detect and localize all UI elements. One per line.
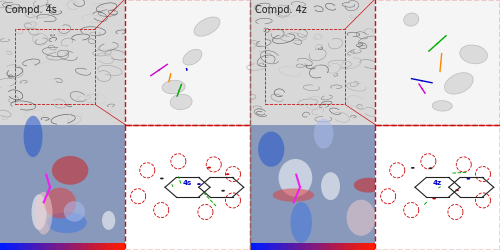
Bar xyxy=(56,243,62,250)
Bar xyxy=(325,243,331,250)
Ellipse shape xyxy=(272,189,314,202)
Ellipse shape xyxy=(35,192,52,235)
Circle shape xyxy=(455,190,459,192)
Bar xyxy=(250,125,375,250)
Bar xyxy=(100,243,106,250)
Ellipse shape xyxy=(47,212,87,233)
Text: 4z: 4z xyxy=(433,180,442,186)
Bar xyxy=(12,243,19,250)
Bar xyxy=(275,243,281,250)
Ellipse shape xyxy=(52,156,88,185)
Bar xyxy=(356,243,362,250)
Bar xyxy=(375,125,500,250)
Circle shape xyxy=(160,178,164,180)
Circle shape xyxy=(226,174,230,176)
Bar xyxy=(31,243,38,250)
Ellipse shape xyxy=(102,211,116,230)
Bar xyxy=(69,243,75,250)
Ellipse shape xyxy=(290,202,312,243)
Bar xyxy=(375,0,500,125)
Bar xyxy=(288,243,294,250)
Bar xyxy=(0,243,6,250)
Ellipse shape xyxy=(354,178,382,193)
Text: 4s: 4s xyxy=(183,180,192,186)
Ellipse shape xyxy=(404,14,419,27)
Ellipse shape xyxy=(194,18,220,37)
Ellipse shape xyxy=(64,201,85,222)
Ellipse shape xyxy=(183,50,202,66)
Bar xyxy=(106,243,112,250)
Ellipse shape xyxy=(432,101,452,112)
Ellipse shape xyxy=(170,95,192,110)
Bar xyxy=(331,243,338,250)
Text: Compd. 4z: Compd. 4z xyxy=(255,5,307,15)
Bar xyxy=(0,125,125,250)
Bar xyxy=(125,125,250,250)
Bar xyxy=(6,243,12,250)
Bar xyxy=(312,243,319,250)
Bar xyxy=(369,243,375,250)
Bar xyxy=(294,243,300,250)
Ellipse shape xyxy=(346,200,376,236)
Bar xyxy=(306,243,312,250)
Circle shape xyxy=(208,167,211,169)
Bar xyxy=(19,243,25,250)
Bar xyxy=(119,243,125,250)
Bar xyxy=(319,243,325,250)
Bar xyxy=(38,243,44,250)
Bar xyxy=(262,243,269,250)
Bar xyxy=(362,243,369,250)
Text: Compd. 4s: Compd. 4s xyxy=(5,5,57,15)
Bar xyxy=(75,243,81,250)
Ellipse shape xyxy=(24,116,42,158)
Bar xyxy=(350,243,356,250)
Bar xyxy=(250,0,375,125)
Bar xyxy=(112,243,119,250)
Bar xyxy=(125,0,250,125)
Circle shape xyxy=(197,184,201,185)
Bar xyxy=(269,243,275,250)
Bar xyxy=(62,243,69,250)
Bar xyxy=(250,243,256,250)
Ellipse shape xyxy=(444,73,473,95)
Ellipse shape xyxy=(258,132,284,167)
Circle shape xyxy=(432,198,436,200)
Bar xyxy=(44,243,50,250)
Bar xyxy=(338,243,344,250)
Bar xyxy=(94,243,100,250)
Ellipse shape xyxy=(32,194,46,230)
Bar xyxy=(88,243,94,250)
Circle shape xyxy=(466,178,470,180)
Bar xyxy=(281,243,287,250)
Circle shape xyxy=(221,190,225,192)
Ellipse shape xyxy=(321,172,340,200)
Ellipse shape xyxy=(278,159,312,197)
Bar xyxy=(300,243,306,250)
Bar xyxy=(50,243,56,250)
Bar xyxy=(25,243,31,250)
Bar xyxy=(0,0,125,125)
Circle shape xyxy=(411,167,414,169)
Ellipse shape xyxy=(44,188,76,218)
Ellipse shape xyxy=(314,120,334,149)
Bar xyxy=(81,243,87,250)
Ellipse shape xyxy=(162,81,185,94)
Bar xyxy=(344,243,350,250)
Ellipse shape xyxy=(460,46,487,64)
Bar xyxy=(256,243,262,250)
Circle shape xyxy=(429,168,432,170)
